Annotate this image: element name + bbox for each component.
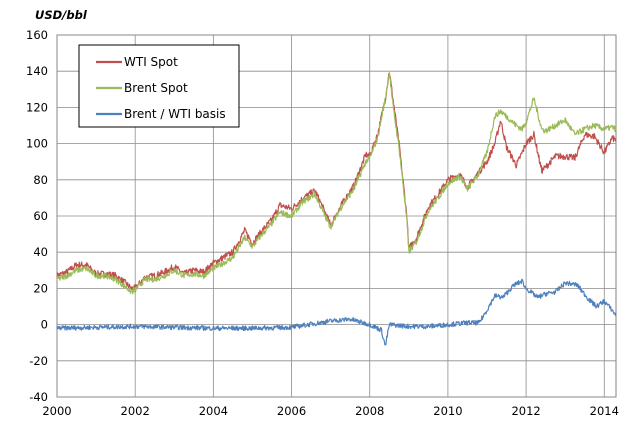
legend-label: WTI Spot bbox=[124, 55, 178, 69]
y-tick-label: -40 bbox=[29, 390, 48, 404]
y-tick-label: 160 bbox=[26, 28, 48, 42]
x-tick-label: 2002 bbox=[121, 404, 150, 418]
y-tick-label: 80 bbox=[33, 173, 48, 187]
x-tick-label: 2008 bbox=[355, 404, 384, 418]
y-tick-label: 40 bbox=[33, 245, 48, 259]
x-tick-label: 2006 bbox=[277, 404, 306, 418]
legend-label: Brent Spot bbox=[124, 81, 188, 95]
x-tick-label: 2004 bbox=[199, 404, 228, 418]
series-line-brent-wti-basis bbox=[56, 278, 617, 346]
x-tick-label: 2000 bbox=[42, 404, 71, 418]
y-tick-label: 0 bbox=[41, 318, 48, 332]
x-tick-label: 2014 bbox=[590, 404, 619, 418]
y-tick-label: 60 bbox=[33, 209, 48, 223]
y-tick-label: 140 bbox=[26, 64, 48, 78]
y-tick-label: -20 bbox=[29, 354, 48, 368]
legend: WTI Spot Brent Spot Brent / WTI basis bbox=[78, 44, 240, 128]
y-axis-label: USD/bbl bbox=[35, 8, 88, 22]
axes: -40 -20 0 20 40 60 80 100 120 140 160 2000 2002 2004 2… bbox=[26, 28, 619, 418]
series-line-brent-spot bbox=[56, 72, 617, 295]
y-tick-label: 100 bbox=[26, 137, 48, 151]
series-lines bbox=[56, 72, 617, 346]
x-tick-label: 2012 bbox=[511, 404, 540, 418]
x-tick-label: 2010 bbox=[433, 404, 462, 418]
y-tick-label: 20 bbox=[33, 281, 48, 295]
legend-label: Brent / WTI basis bbox=[124, 107, 226, 121]
y-tick-label: 120 bbox=[26, 100, 48, 114]
